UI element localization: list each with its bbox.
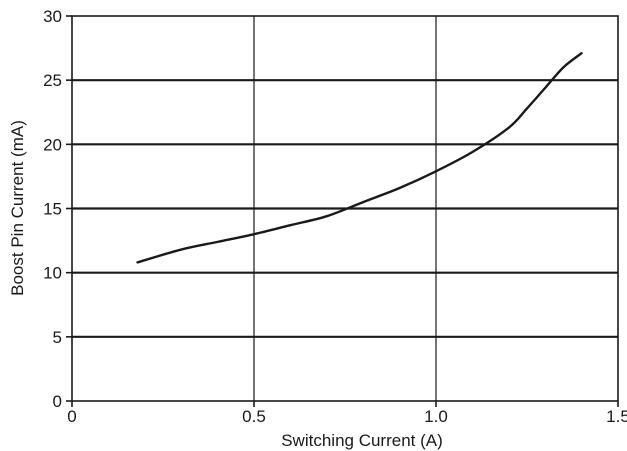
y-tick-label: 25 — [43, 71, 62, 90]
y-tick-label: 30 — [43, 7, 62, 26]
x-tick-label: 0 — [67, 407, 76, 426]
x-tick-label: 1.0 — [424, 407, 448, 426]
x-tick-marks — [71, 401, 619, 407]
x-axis-title: Switching Current (A) — [281, 431, 443, 450]
y-tick-marks — [66, 15, 72, 402]
y-tick-label: 5 — [53, 328, 62, 347]
data-series — [136, 52, 583, 264]
y-axis-title: Boost Pin Current (mA) — [8, 120, 27, 296]
y-tick-label: 10 — [43, 264, 62, 283]
y-tick-labels: 0 5 10 15 20 25 30 — [43, 7, 62, 411]
y-tick-label: 15 — [43, 200, 62, 219]
x-tick-label: 0.5 — [242, 407, 266, 426]
x-tick-labels: 0 0.5 1.0 1.5 — [67, 407, 627, 426]
x-tick-label: 1.5 — [606, 407, 627, 426]
series-line — [136, 52, 583, 264]
y-tick-label: 20 — [43, 135, 62, 154]
y-tick-label: 0 — [53, 392, 62, 411]
